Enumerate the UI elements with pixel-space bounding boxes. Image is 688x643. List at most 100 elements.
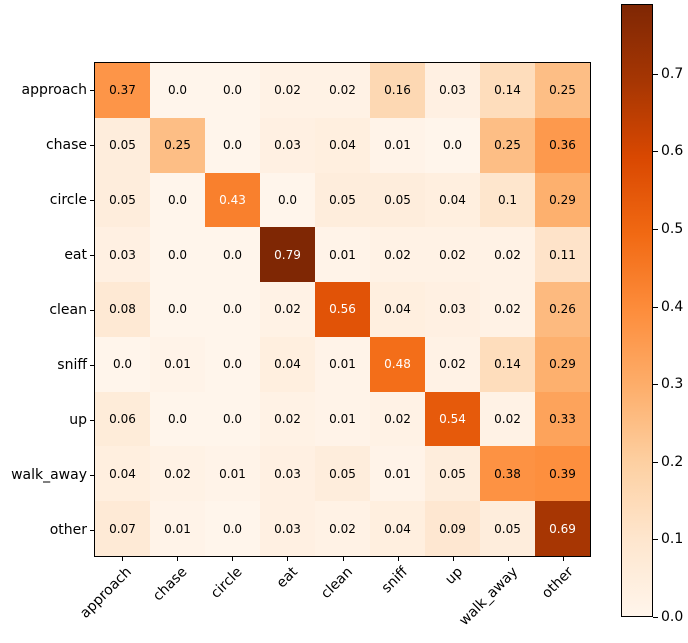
x-tick-label: up	[442, 564, 467, 588]
heatmap-cell: 0.01	[315, 391, 370, 447]
x-tick-label: walk_away	[456, 564, 522, 629]
colorbar-tick-label: 0.4	[661, 298, 684, 315]
heatmap-cell: 0.0	[205, 282, 260, 337]
x-tick	[232, 557, 234, 561]
colorbar-tick-label: 0.6	[661, 143, 684, 160]
y-tick	[90, 529, 94, 531]
heatmap-cell: 0.02	[260, 63, 315, 118]
y-tick-label: circle	[49, 191, 87, 208]
y-tick-label: other	[49, 521, 87, 538]
heatmap-cell: 0.0	[150, 172, 205, 228]
x-tick-label: circle	[207, 564, 246, 602]
heatmap-cell: 0.05	[480, 501, 535, 556]
colorbar-tick-label: 0.5	[661, 221, 684, 238]
colorbar-tick	[653, 229, 658, 231]
heatmap-cell: 0.26	[535, 282, 590, 337]
heatmap-cell: 0.69	[535, 501, 590, 556]
heatmap-cell: 0.02	[480, 391, 535, 447]
y-tick-label: up	[69, 411, 87, 428]
heatmap-cell: 0.04	[315, 117, 370, 173]
heatmap-cell: 0.04	[370, 501, 425, 556]
heatmap-cell: 0.43	[205, 172, 260, 228]
heatmap-cell: 0.16	[370, 63, 425, 118]
heatmap-cell: 0.25	[480, 117, 535, 173]
colorbar-tick	[653, 539, 658, 541]
heatmap-cell: 0.0	[205, 501, 260, 556]
heatmap-cell: 0.39	[535, 446, 590, 502]
heatmap-cell: 0.0	[205, 391, 260, 447]
heatmap-cell: 0.04	[260, 336, 315, 392]
heatmap-cell: 0.0	[260, 172, 315, 228]
heatmap-cell: 0.14	[480, 63, 535, 118]
y-tick-label: eat	[64, 246, 87, 263]
x-tick	[508, 557, 510, 561]
colorbar-tick	[653, 73, 658, 75]
colorbar-tick-label: 0.2	[661, 453, 684, 470]
heatmap-cell: 0.05	[95, 172, 150, 228]
heatmap-cell: 0.04	[425, 172, 480, 228]
heatmap-cell: 0.56	[315, 282, 370, 337]
heatmap-cell: 0.0	[425, 117, 480, 173]
heatmap-axes: 0.37 0.0 0.0 0.02 0.02 0.16 0.03 0.14 0.25 0.05 0.…	[94, 62, 591, 557]
x-tick	[176, 557, 178, 561]
y-tick	[90, 199, 94, 201]
heatmap-cell: 0.48	[370, 336, 425, 392]
y-tick	[90, 309, 94, 311]
heatmap-cell: 0.0	[205, 63, 260, 118]
heatmap-cell: 0.79	[260, 227, 315, 283]
heatmap-cell: 0.05	[95, 117, 150, 173]
heatmap-cell: 0.02	[150, 446, 205, 502]
heatmap-cell: 0.01	[150, 501, 205, 556]
y-tick-label: sniff	[57, 356, 87, 373]
y-tick	[90, 254, 94, 256]
heatmap-cell: 0.11	[535, 227, 590, 283]
x-tick-label: chase	[149, 564, 191, 605]
heatmap-cell: 0.38	[480, 446, 535, 502]
colorbar-tick	[653, 384, 658, 386]
heatmap-cell: 0.54	[425, 391, 480, 447]
heatmap-cell: 0.09	[425, 501, 480, 556]
x-tick	[397, 557, 399, 561]
heatmap-cell: 0.02	[370, 227, 425, 283]
heatmap-cell: 0.05	[315, 446, 370, 502]
x-tick-label: sniff	[378, 564, 412, 597]
heatmap-cell: 0.05	[425, 446, 480, 502]
x-tick	[342, 557, 344, 561]
heatmap-cell: 0.01	[315, 336, 370, 392]
heatmap-cell: 0.0	[150, 391, 205, 447]
heatmap-cell: 0.03	[260, 117, 315, 173]
colorbar-tick	[653, 151, 658, 153]
heatmap-cell: 0.04	[370, 282, 425, 337]
y-tick-label: walk_away	[11, 466, 87, 483]
heatmap-cell: 0.25	[535, 63, 590, 118]
y-tick-label: approach	[21, 81, 87, 98]
heatmap-cell: 0.03	[95, 227, 150, 283]
heatmap-cell: 0.02	[425, 227, 480, 283]
heatmap-cell: 0.0	[150, 63, 205, 118]
heatmap-cell: 0.03	[260, 501, 315, 556]
y-tick-label: clean	[49, 301, 87, 318]
heatmap-cell: 0.03	[425, 63, 480, 118]
x-tick	[452, 557, 454, 561]
heatmap-cell: 0.05	[315, 172, 370, 228]
x-tick	[287, 557, 289, 561]
heatmap-cell: 0.03	[425, 282, 480, 337]
heatmap-cell: 0.02	[315, 63, 370, 118]
x-tick	[563, 557, 565, 561]
heatmap-cell: 0.0	[205, 336, 260, 392]
heatmap-cell: 0.01	[370, 117, 425, 173]
heatmap-cell: 0.37	[95, 63, 150, 118]
colorbar-tick	[653, 617, 658, 618]
colorbar-tick-label: 0.7	[661, 65, 684, 82]
heatmap-cell: 0.14	[480, 336, 535, 392]
heatmap-cell: 0.02	[370, 391, 425, 447]
y-tick	[90, 419, 94, 421]
heatmap-cell: 0.01	[315, 227, 370, 283]
y-tick	[90, 364, 94, 366]
heatmap-cell: 0.33	[535, 391, 590, 447]
x-tick-label: approach	[77, 564, 135, 622]
heatmap-cell: 0.03	[260, 446, 315, 502]
heatmap-cell: 0.1	[480, 172, 535, 228]
heatmap-cell: 0.02	[315, 501, 370, 556]
